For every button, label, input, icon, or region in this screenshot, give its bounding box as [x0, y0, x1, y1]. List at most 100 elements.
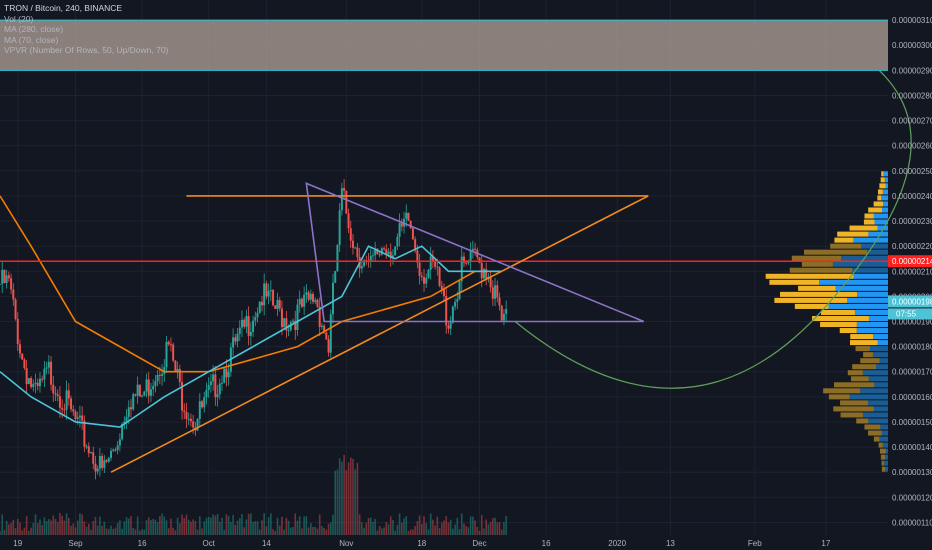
chart-legend: TRON / Bitcoin, 240, BINANCE Vol (20) MA…	[4, 3, 168, 56]
candle-body-11	[23, 359, 26, 369]
volume-bar-60	[132, 527, 134, 535]
volume-bar-222	[492, 518, 494, 535]
candle-body-93	[205, 389, 208, 398]
vpvr-down-23	[839, 328, 857, 334]
vpvr-up-27	[828, 303, 888, 309]
candle-body-142	[314, 299, 317, 302]
candle-body-109	[240, 319, 243, 328]
volume-bar-107	[236, 520, 239, 535]
volume-bar-118	[261, 520, 263, 535]
candle-body-89	[196, 418, 199, 431]
vpvr-up-41	[874, 219, 888, 225]
volume-bar-215	[476, 526, 479, 535]
volume-bar-104	[230, 522, 232, 535]
vpvr-up-9	[862, 412, 888, 418]
candle-body-159	[351, 240, 354, 248]
volume-bar-149	[329, 522, 332, 535]
volume-bar-14	[30, 527, 32, 535]
candle-body-106	[234, 337, 237, 342]
candle-body-69	[152, 386, 155, 390]
volume-bar-26	[56, 521, 59, 535]
volume-bar-113	[250, 513, 252, 535]
vpvr-down-32	[765, 273, 854, 279]
candle-body-56	[123, 421, 126, 424]
candle-body-118	[260, 301, 263, 306]
candle-body-65	[143, 391, 146, 396]
volume-bar-208	[460, 513, 463, 535]
volume-bar-120	[265, 526, 268, 535]
volume-bar-193	[427, 529, 430, 535]
candle-body-127	[280, 308, 283, 328]
candle-body-84	[185, 411, 188, 419]
candle-body-94	[207, 385, 210, 390]
candle-body-184	[407, 212, 410, 222]
volume-bar-73	[161, 513, 163, 535]
vpvr-up-10	[873, 406, 888, 412]
candle-body-105	[232, 337, 235, 348]
volume-bar-16	[34, 514, 37, 535]
vpvr-down-16	[847, 370, 863, 376]
candle-body-1	[1, 269, 4, 284]
volume-bar-178	[394, 530, 396, 535]
time-tick-1: Sep	[68, 539, 83, 548]
volume-bar-217	[480, 515, 483, 535]
legend-ma280[interactable]: MA (280, close)	[4, 24, 64, 35]
candle-body-161	[356, 247, 359, 258]
volume-bar-213	[472, 516, 474, 535]
candle-body-197	[436, 266, 439, 268]
volume-bar-194	[429, 513, 432, 535]
candle-body-141	[312, 293, 315, 302]
candle-body-121	[267, 291, 270, 297]
vpvr-down-41	[863, 219, 875, 225]
candle-body-68	[149, 389, 152, 396]
volume-bar-76	[167, 528, 170, 535]
volume-bar-52	[114, 527, 117, 535]
ma280-line	[0, 195, 502, 373]
volume-bar-68	[150, 519, 152, 535]
time-tick-0: 19	[13, 539, 22, 548]
volume-bar-48	[105, 528, 108, 535]
candle-body-226	[500, 305, 503, 321]
candle-body-25	[54, 393, 57, 395]
candle-body-115	[254, 317, 257, 321]
volume-bar-75	[165, 520, 168, 535]
volume-bar-34	[74, 527, 77, 535]
price-tick-15: 0.00000150	[892, 418, 932, 427]
candle-body-153	[338, 210, 341, 245]
candle-body-2	[3, 269, 6, 283]
volume-bar-214	[474, 520, 476, 535]
candle-body-164	[363, 260, 366, 267]
volume-bar-77	[170, 518, 172, 535]
vpvr-down-5	[873, 436, 880, 442]
candles	[0, 179, 508, 480]
vpvr-up-7	[880, 424, 888, 430]
candle-body-134	[296, 304, 299, 331]
legend-title[interactable]: TRON / Bitcoin, 240, BINANCE	[4, 3, 123, 13]
volume-bar-131	[290, 527, 292, 535]
candle-body-146	[323, 325, 326, 333]
volume-bar-13	[28, 530, 30, 535]
vpvr-down-30	[798, 285, 836, 291]
volume-bar-176	[389, 516, 392, 535]
volume-bar-101	[223, 529, 226, 535]
candle-body-185	[409, 221, 412, 229]
volume-bar-124	[274, 530, 277, 535]
volume-bar-137	[303, 516, 305, 535]
candle-body-187	[414, 239, 417, 251]
vpvr-up-5	[879, 436, 888, 442]
volume-bar-18	[39, 519, 41, 535]
resistance-zone-fill	[0, 20, 888, 71]
volume-bar-180	[398, 513, 401, 535]
volume-bar-59	[130, 516, 132, 535]
countdown-bg	[888, 308, 932, 320]
vpvr-down-17	[852, 364, 877, 370]
legend-volume[interactable]: Vol (20)	[4, 13, 34, 24]
candle-body-15	[32, 383, 35, 388]
legend-vpvr[interactable]: VPVR (Number Of Rows, 50, Up/Down, 70)	[4, 45, 169, 56]
legend-ma70[interactable]: MA (70, close)	[4, 34, 59, 45]
vpvr-down-10	[833, 406, 874, 412]
volume-bar-36	[79, 513, 81, 535]
volume-bar-200	[443, 520, 445, 535]
volume-bar-21	[45, 520, 48, 535]
